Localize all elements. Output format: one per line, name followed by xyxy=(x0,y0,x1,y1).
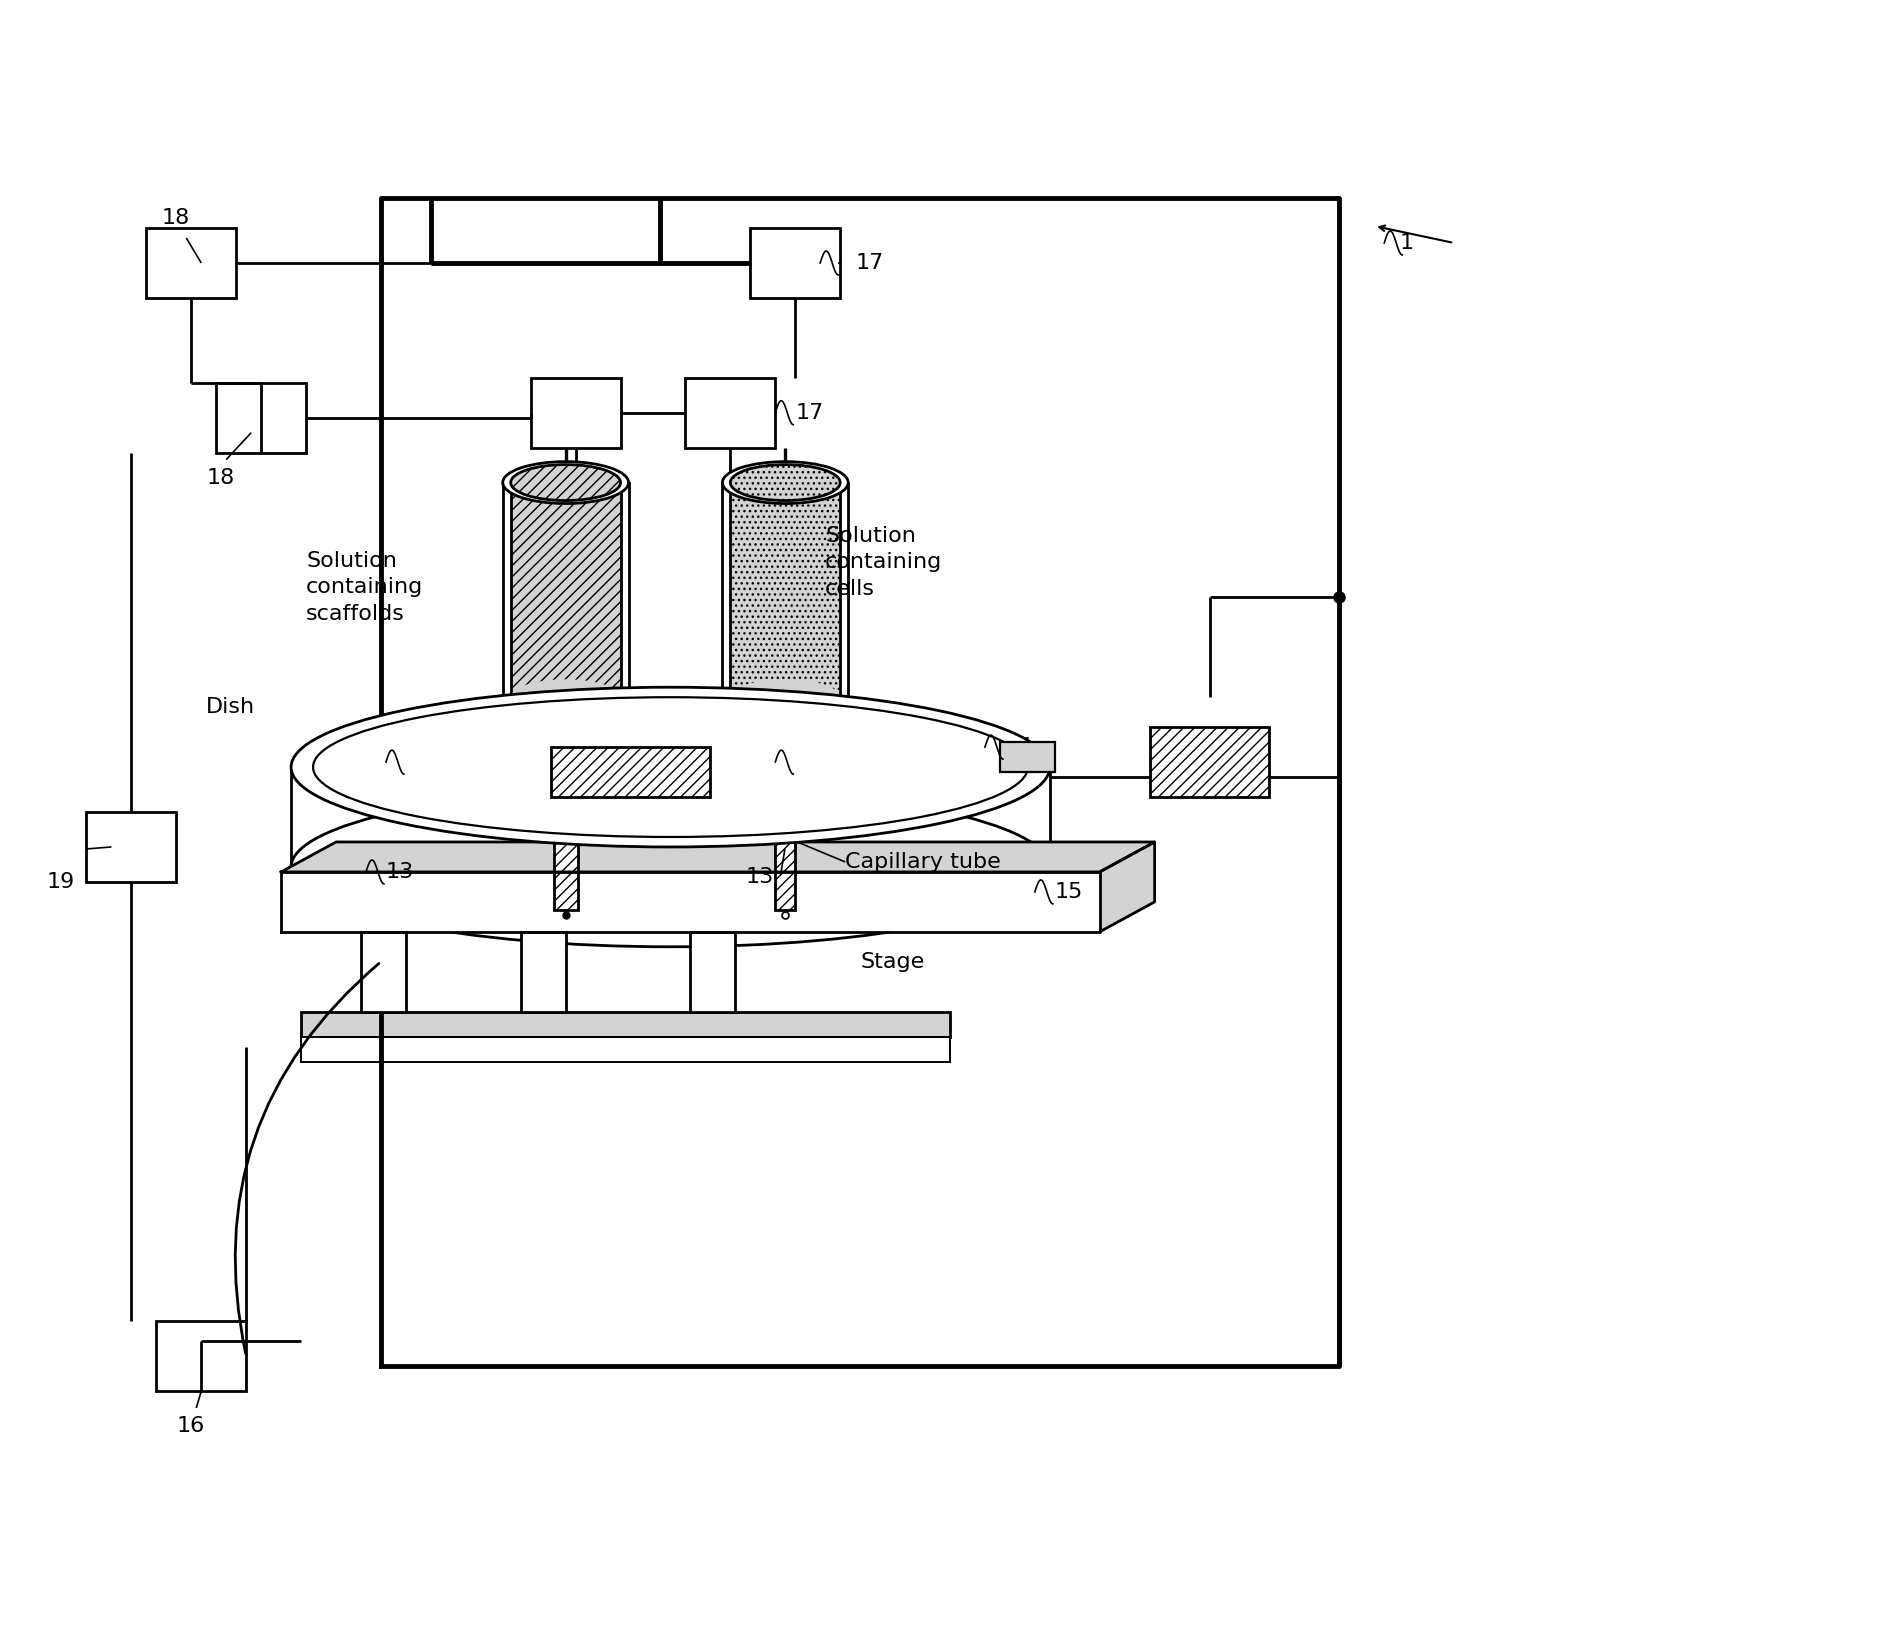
FancyBboxPatch shape xyxy=(87,812,175,881)
Bar xyxy=(1000,743,1054,772)
Ellipse shape xyxy=(730,679,839,715)
FancyBboxPatch shape xyxy=(217,382,306,453)
Bar xyxy=(521,932,566,1011)
Ellipse shape xyxy=(730,464,839,501)
Text: 19: 19 xyxy=(47,871,75,893)
Text: Capillary tube: Capillary tube xyxy=(845,851,1001,871)
Text: 17: 17 xyxy=(796,404,824,423)
Bar xyxy=(722,483,849,749)
Text: Solution
containing
cells: Solution containing cells xyxy=(826,525,943,600)
Text: Stage: Stage xyxy=(860,952,924,972)
Bar xyxy=(554,749,577,909)
Text: Dish: Dish xyxy=(206,697,255,716)
FancyBboxPatch shape xyxy=(157,1321,247,1392)
Ellipse shape xyxy=(511,464,620,501)
Polygon shape xyxy=(1100,842,1154,932)
Polygon shape xyxy=(281,871,1100,932)
Ellipse shape xyxy=(290,687,1051,847)
Bar xyxy=(690,932,736,1011)
Polygon shape xyxy=(281,842,1154,871)
Bar xyxy=(775,749,796,909)
Text: Solution
containing
scaffolds: Solution containing scaffolds xyxy=(306,552,422,624)
Bar xyxy=(1150,728,1269,797)
Ellipse shape xyxy=(722,461,849,504)
Text: 14: 14 xyxy=(1005,738,1034,758)
Text: 15: 15 xyxy=(1054,881,1083,903)
Text: 1: 1 xyxy=(1399,232,1413,254)
Text: 13: 13 xyxy=(387,861,415,881)
Text: 18: 18 xyxy=(162,208,190,227)
FancyBboxPatch shape xyxy=(530,377,620,448)
Bar xyxy=(730,483,839,697)
Bar xyxy=(302,1036,951,1062)
Ellipse shape xyxy=(290,787,1051,947)
Bar xyxy=(302,1011,951,1036)
Text: 16: 16 xyxy=(175,1416,204,1436)
Text: 11: 11 xyxy=(405,753,434,772)
Bar xyxy=(551,748,711,797)
FancyBboxPatch shape xyxy=(685,377,775,448)
Bar xyxy=(360,932,405,1011)
FancyBboxPatch shape xyxy=(147,227,236,298)
Text: 17: 17 xyxy=(854,254,883,273)
FancyBboxPatch shape xyxy=(751,227,839,298)
Bar xyxy=(511,483,620,697)
Text: 13: 13 xyxy=(745,866,773,888)
Ellipse shape xyxy=(313,697,1028,837)
Ellipse shape xyxy=(504,461,628,504)
Text: 18: 18 xyxy=(206,468,234,488)
Text: 12: 12 xyxy=(796,753,824,772)
Ellipse shape xyxy=(511,679,620,715)
Bar xyxy=(504,483,628,749)
